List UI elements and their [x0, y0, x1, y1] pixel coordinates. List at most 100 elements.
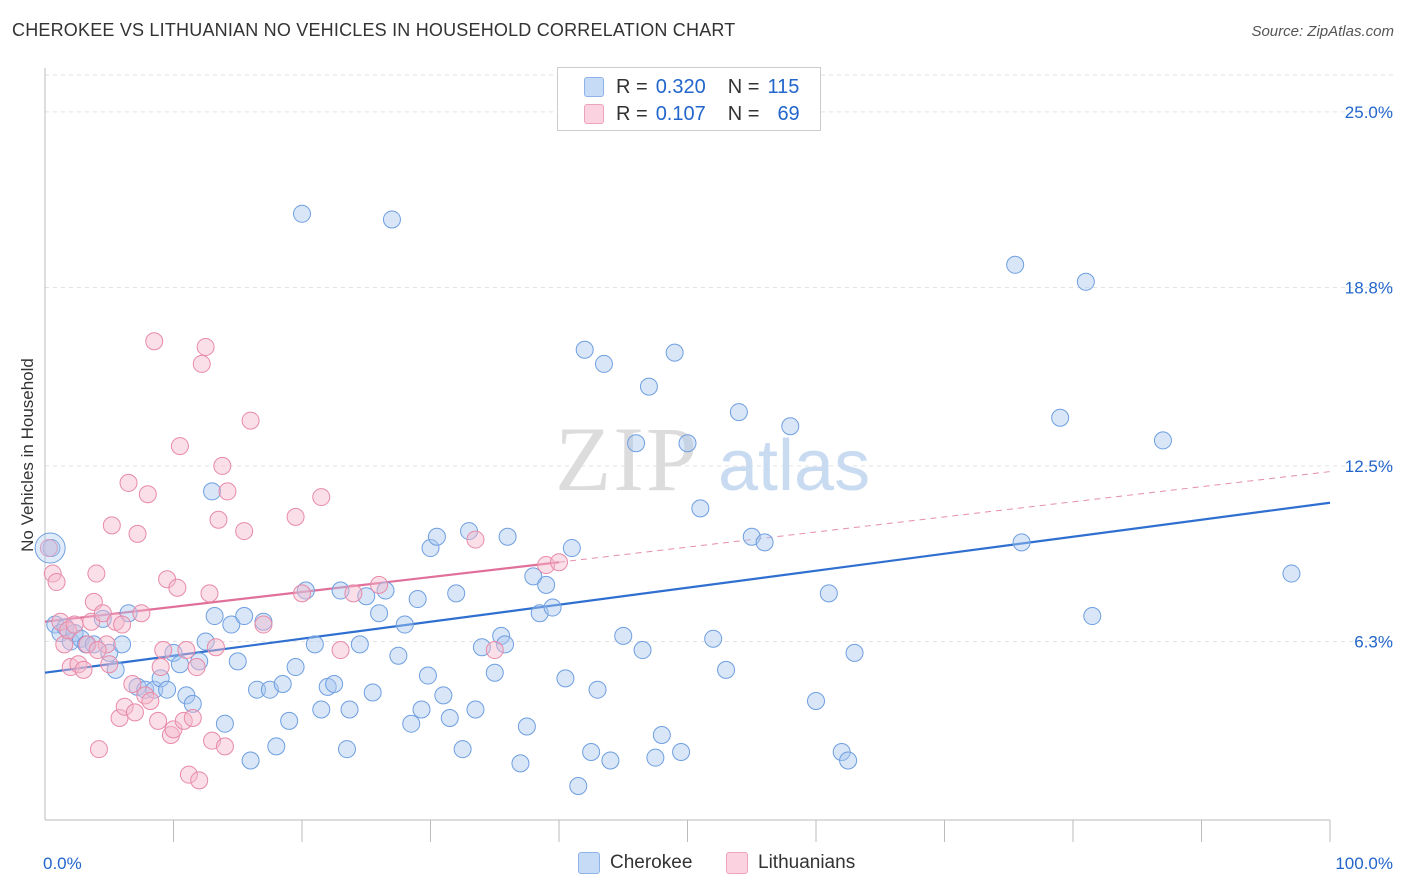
- cherokee-point: [594, 354, 613, 373]
- cherokee-point: [543, 598, 562, 617]
- lithuanian-point: [125, 703, 144, 722]
- cherokee-point: [729, 403, 748, 422]
- bottom-legend-label: Lithuanians: [758, 852, 856, 873]
- y-tick-label: 12.5%: [1345, 457, 1393, 476]
- x-tick-label: 0.0%: [43, 854, 82, 873]
- cherokee-point: [511, 754, 530, 773]
- cherokee-point: [652, 726, 671, 745]
- bottom-legend-lithuanians: Lithuanians: [726, 852, 855, 874]
- cherokee-point: [421, 539, 440, 558]
- cherokee-point: [781, 417, 800, 436]
- lithuanian-point: [43, 564, 62, 583]
- cherokee-point: [228, 652, 247, 671]
- cherokee-point: [222, 615, 241, 634]
- legend-n-value: 69: [777, 102, 800, 125]
- cherokee-point: [350, 635, 369, 654]
- legend-r-value: 0.320: [655, 75, 706, 98]
- cherokee-point: [427, 527, 446, 546]
- lithuanian-point: [466, 530, 485, 549]
- lithuanian-point: [179, 765, 198, 784]
- legend-r-label: R =: [616, 102, 648, 125]
- lithuanian-point: [215, 737, 234, 756]
- cherokee-point: [582, 743, 601, 762]
- lithuanian-point: [89, 740, 108, 759]
- lithuanian-point: [145, 332, 164, 351]
- lithuanian-point: [331, 641, 350, 660]
- cherokee-point: [453, 740, 472, 759]
- cherokee-point: [203, 482, 222, 501]
- cherokee-point: [382, 210, 401, 229]
- lithuanian-trend-line: [44, 561, 560, 623]
- lithuanian-point: [218, 482, 237, 501]
- legend-n-label: N =: [727, 75, 760, 98]
- cherokee-point: [845, 643, 864, 662]
- cherokee-point: [466, 700, 485, 719]
- y-axis-label: No Vehicles in Household: [18, 358, 37, 552]
- cherokee-point: [569, 777, 588, 796]
- lithuanian-point: [115, 697, 134, 716]
- cherokee-point: [340, 700, 359, 719]
- lithuanian-point: [344, 584, 363, 603]
- cherokee-point: [402, 714, 421, 733]
- cherokee-point: [434, 686, 453, 705]
- cherokee-point: [34, 532, 66, 564]
- lithuanian-point: [78, 635, 97, 654]
- cherokee-trend-line: [44, 501, 1331, 674]
- bottom-legend-cherokee: Cherokee: [578, 852, 692, 874]
- gridlines: [45, 74, 1395, 643]
- lithuanian-point: [154, 641, 173, 660]
- lithuanian-point: [312, 488, 331, 507]
- cherokee-point: [1282, 564, 1301, 583]
- legend-r-label: R =: [616, 75, 648, 98]
- data-points: [34, 204, 1301, 796]
- cherokee-point: [646, 748, 665, 767]
- x-tick-label: 100.0%: [1335, 854, 1393, 873]
- cherokee-point: [1051, 408, 1070, 427]
- cherokee-point: [158, 680, 177, 699]
- lithuanian-point: [87, 564, 106, 583]
- legend-swatch-cherokee: [584, 77, 604, 97]
- cherokee-point: [119, 604, 138, 623]
- cherokee-point: [113, 635, 132, 654]
- cherokee-point: [248, 680, 267, 699]
- cherokee-point: [524, 567, 543, 586]
- cherokee-point: [241, 751, 260, 770]
- lithuanian-point: [136, 686, 155, 705]
- legend-row-lithuanians: R = 0.107 N = 69: [584, 101, 800, 127]
- cherokee-point: [537, 575, 556, 594]
- cherokee-point: [235, 607, 254, 626]
- lithuanian-point: [97, 635, 116, 654]
- lithuanian-point: [213, 456, 232, 475]
- cherokee-point: [627, 434, 646, 453]
- cherokee-point: [447, 584, 466, 603]
- y-tick-label: 6.3%: [1354, 633, 1393, 652]
- cherokee-point: [575, 340, 594, 359]
- lithuanian-point: [100, 655, 119, 674]
- lithuanian-point: [485, 641, 504, 660]
- correlation-legend: R = 0.320 N = 115 R = 0.107 N = 69: [557, 67, 821, 131]
- cherokee-point: [418, 666, 437, 685]
- cherokee-point: [1083, 607, 1102, 626]
- lithuanian-point: [183, 709, 202, 728]
- cherokee-point: [633, 641, 652, 660]
- cherokee-point: [145, 680, 164, 699]
- cherokee-point: [412, 700, 431, 719]
- lithuanian-point: [123, 675, 142, 694]
- lithuanian-point: [370, 575, 389, 594]
- lithuanian-point: [168, 578, 187, 597]
- cherokee-point: [440, 709, 459, 728]
- cherokee-point: [205, 607, 224, 626]
- lithuanian-point: [190, 771, 209, 790]
- lithuanian-point: [149, 711, 168, 730]
- cherokee-point: [496, 635, 515, 654]
- cherokee-point: [293, 204, 311, 223]
- cherokee-point: [286, 658, 305, 677]
- y-tick-label: 25.0%: [1345, 103, 1393, 122]
- cherokee-point: [485, 663, 504, 682]
- cherokee-point: [1006, 255, 1025, 274]
- cherokee-point: [839, 751, 858, 770]
- cherokee-point: [755, 533, 774, 552]
- cherokee-point: [1153, 431, 1172, 450]
- cherokee-point: [280, 711, 299, 730]
